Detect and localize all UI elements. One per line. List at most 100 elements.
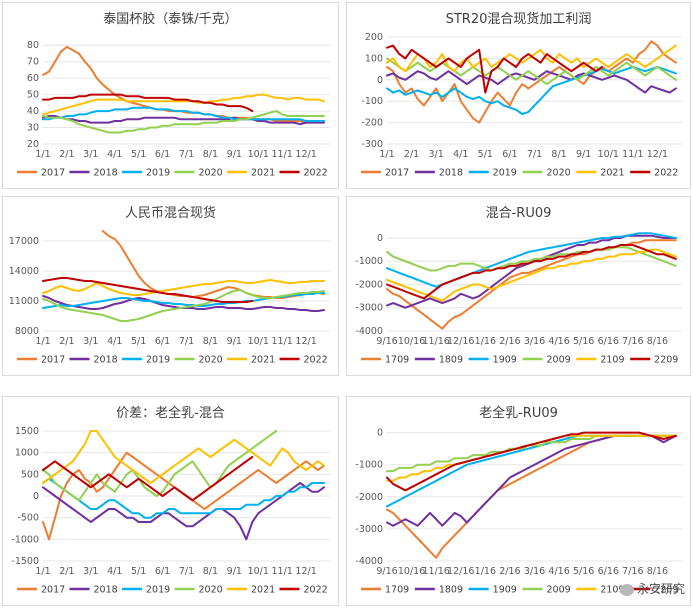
legend-label: 2022	[304, 355, 328, 366]
legend-label: 2019	[146, 355, 170, 366]
series-line-2018	[42, 115, 325, 126]
legend-label: 2209	[654, 585, 678, 596]
y-tick-label: 0	[377, 428, 383, 439]
y-tick-label: 100	[365, 53, 383, 64]
series-line-2018	[386, 70, 677, 94]
legend-label: 2022	[304, 585, 328, 596]
chart-svg: 人民币混合现货 8000 11000 14000 17000 1/1 2/1 3/1 4/1 5/…	[9, 205, 330, 366]
series-line-2209	[386, 244, 677, 300]
x-tick-label: 3/1	[83, 336, 98, 347]
legend-label: 2022	[304, 168, 328, 179]
legend-label: 2009	[547, 355, 571, 366]
chart-title: 价差：老全乳-混合	[116, 405, 225, 421]
y-tick-label: 60	[27, 73, 39, 84]
x-tick-label: 4/16	[548, 566, 569, 577]
x-tick-label: 8/1	[203, 566, 218, 577]
x-tick-label: 9/16	[376, 566, 397, 577]
x-tick-label: 11/1	[271, 566, 292, 577]
x-tick-label: 6/1	[502, 149, 517, 160]
x-tick-label: 12/1	[647, 149, 668, 160]
x-tick-label: 11/16	[422, 336, 449, 347]
legend-label: 2020	[199, 585, 223, 596]
x-tick-label: 6/1	[155, 149, 170, 160]
y-tick-label: -1500	[11, 556, 39, 567]
legend-label: 2109	[600, 585, 624, 596]
legend-label: 2018	[94, 585, 118, 596]
series-line-2109	[386, 248, 677, 302]
y-tick-label: -2000	[355, 279, 383, 290]
x-tick-label: 10/1	[248, 336, 269, 347]
chart-svg: 混合-RU09 -4000 -3000 -2000 -1000 0 9/16 10/1611/…	[355, 206, 682, 366]
series-line-2021	[42, 93, 325, 116]
x-tick-label: 9/1	[227, 149, 242, 160]
y-tick-label: 1000	[15, 448, 39, 459]
x-tick-label: 8/1	[551, 149, 566, 160]
x-tick-label: 3/16	[524, 336, 545, 347]
legend-label: 2017	[385, 168, 409, 179]
x-tick-label: 2/1	[59, 336, 74, 347]
y-tick-label: 0	[377, 233, 383, 244]
legend-label: 2020	[199, 355, 223, 366]
y-tick-label: 1500	[15, 426, 39, 437]
x-tick-label: 1/1	[35, 566, 50, 577]
chart-svg: 价差：老全乳-混合 -1500 -1000 -500 0 500 1000 1500 1/1 2/…	[11, 405, 330, 596]
x-tick-label: 6/16	[598, 336, 619, 347]
legend-label: 2019	[146, 585, 170, 596]
x-tick-label: 11/1	[271, 336, 292, 347]
x-tick-label: 11/1	[271, 149, 292, 160]
y-tick-label: 40	[27, 106, 39, 117]
y-tick-label: 30	[27, 123, 39, 134]
series-line-2018	[42, 482, 325, 541]
y-tick-label: 11000	[9, 296, 39, 307]
x-tick-label: 4/1	[107, 336, 122, 347]
series-line-2019	[42, 477, 325, 519]
x-tick-label: 7/16	[622, 336, 643, 347]
y-tick-label: 70	[27, 57, 39, 68]
x-tick-label: 7/1	[179, 336, 194, 347]
y-tick-label: -200	[361, 118, 383, 129]
series-line-2021	[42, 279, 325, 296]
x-tick-label: 7/16	[622, 566, 643, 577]
series-line-2022	[42, 277, 254, 303]
y-tick-label: 20	[27, 139, 39, 150]
legend-label: 1809	[439, 585, 463, 596]
series-line-2021	[42, 430, 325, 484]
y-tick-label: 14000	[9, 266, 39, 277]
legend-label: 1909	[493, 355, 517, 366]
y-tick-label: -1000	[11, 534, 39, 545]
legend-label: 2021	[251, 585, 275, 596]
legend-label: 2020	[199, 168, 223, 179]
y-tick-label: -300	[361, 139, 383, 150]
x-tick-label: 12/1	[295, 149, 316, 160]
x-tick-label: 8/1	[203, 149, 218, 160]
y-tick-label: 50	[27, 90, 39, 101]
watermark: 永安研究	[619, 580, 685, 597]
x-tick-label: 2/16	[499, 336, 520, 347]
x-tick-label: 1/16	[475, 336, 496, 347]
watermark-text: 永安研究	[636, 582, 685, 596]
x-tick-label: 9/1	[227, 566, 242, 577]
x-tick-label: 4/1	[107, 566, 122, 577]
x-tick-label: 8/1	[203, 336, 218, 347]
y-tick-label: 17000	[9, 236, 39, 247]
series-line-2019	[42, 106, 325, 122]
x-tick-label: 1/1	[35, 336, 50, 347]
chart-svg: 泰国杯胶（泰铢/千克） 20 30 40 50 60 70 80 1/1 2/1 3/1 4/1 5/1…	[17, 11, 330, 179]
x-tick-label: 5/1	[131, 336, 146, 347]
x-tick-label: 9/1	[227, 336, 242, 347]
y-tick-label: 8000	[15, 326, 39, 337]
y-tick-label: 200	[365, 32, 383, 43]
legend-label: 2019	[493, 168, 517, 179]
series-line-2022	[386, 44, 604, 94]
x-tick-label: 8/16	[647, 566, 668, 577]
y-tick-label: 500	[21, 469, 39, 480]
y-tick-label: -2000	[355, 492, 383, 503]
y-tick-label: -4000	[355, 326, 383, 337]
series-line-2020	[42, 289, 325, 322]
legend-label: 2019	[146, 168, 170, 179]
y-tick-label: -500	[17, 513, 39, 524]
x-tick-label: 1/1	[35, 149, 50, 160]
x-tick-label: 1/16	[475, 566, 496, 577]
legend-label: 2209	[654, 355, 678, 366]
y-tick-label: 0	[33, 491, 39, 502]
